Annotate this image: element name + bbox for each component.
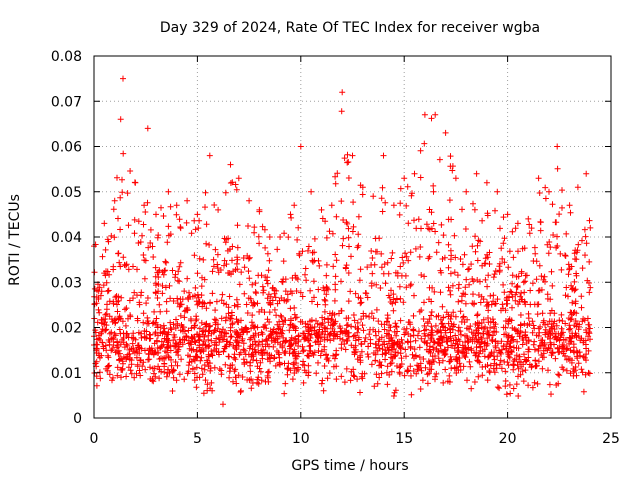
- x-tick-label: 15: [395, 431, 413, 447]
- x-tick-label: 20: [499, 431, 517, 447]
- y-tick-label: 0.02: [51, 321, 82, 337]
- x-tick-label: 0: [90, 431, 99, 447]
- tick-marks: [93, 55, 612, 419]
- y-axis-title: ROTI / TECUs: [7, 194, 23, 286]
- x-tick-labels: 0 5 10 15 20 25: [90, 431, 620, 447]
- x-tick-label: 10: [292, 431, 310, 447]
- y-tick-label: 0: [73, 411, 82, 427]
- y-tick-label: 0.01: [51, 366, 82, 382]
- y-tick-label: 0.04: [51, 230, 82, 246]
- x-tick-label: 5: [193, 431, 202, 447]
- x-axis-title: GPS time / hours: [291, 458, 408, 474]
- roti-scatter-points: [91, 75, 594, 408]
- x-tick-label: 25: [602, 431, 620, 447]
- y-tick-label: 0.06: [51, 140, 82, 156]
- y-tick-label: 0.08: [51, 49, 82, 65]
- y-tick-label: 0.05: [51, 185, 82, 201]
- data-points: [91, 75, 594, 408]
- y-tick-labels: 0 0.01 0.02 0.03 0.04 0.05 0.06 0.07 0.08: [51, 49, 82, 427]
- chart-title: Day 329 of 2024, Rate Of TEC Index for r…: [160, 20, 540, 36]
- grid-layer: [94, 56, 611, 418]
- y-tick-label: 0.07: [51, 94, 82, 110]
- y-tick-label: 0.03: [51, 275, 82, 291]
